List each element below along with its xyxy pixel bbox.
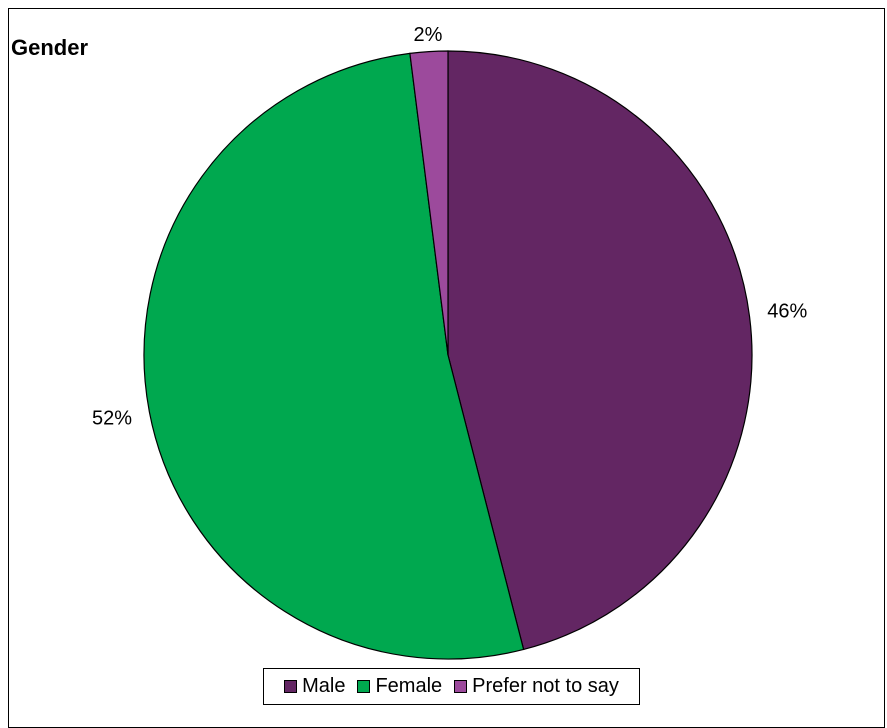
pie-slices [143,50,753,660]
legend-swatch-prefer-not-to-say [454,680,468,693]
pie-slice-prefer-not-to-say [409,50,449,356]
legend-label-prefer-not-to-say: Prefer not to say [472,675,619,697]
legend-item-female: Female [357,675,442,698]
pie-label-prefer-not-to-say: 2% [413,24,442,46]
pie-label-female: 52% [92,407,132,429]
legend-swatch-female [357,680,371,693]
chart-legend: Male Female Prefer not to say [263,668,640,705]
legend-item-male: Male [284,675,345,698]
pie-labels: 46% 52% 2% [92,24,807,429]
legend-item-prefer-not-to-say: Prefer not to say [454,675,619,698]
pie-label-male: 46% [767,300,807,322]
pie-chart: 46% 52% 2% [92,24,808,660]
legend-swatch-male [284,680,298,693]
pie-slice-male [447,50,753,651]
chart-title: Gender [11,35,89,60]
legend-label-male: Male [302,675,346,697]
legend-label-female: Female [375,675,443,697]
